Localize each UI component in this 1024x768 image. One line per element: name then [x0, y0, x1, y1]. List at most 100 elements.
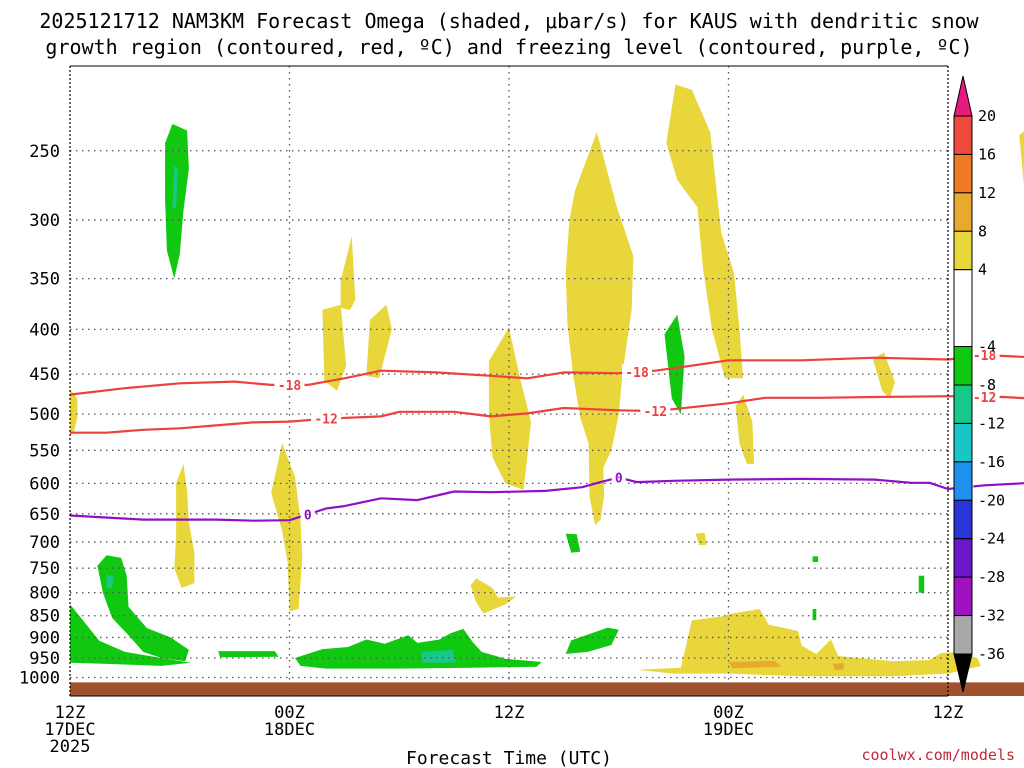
contour-label-1-1: -12: [644, 405, 667, 420]
y-tick-label-350: 350: [29, 270, 60, 290]
colorbar-label-6: -8: [978, 376, 996, 394]
y-tick-label-700: 700: [29, 533, 60, 553]
y-tick-label-400: 400: [29, 320, 60, 340]
colorbar-label-2: 12: [978, 184, 996, 202]
contour-label-bg-0-2: [969, 347, 1000, 364]
chart-title-line1: 2025121712 NAM3KM Forecast Omega (shaded…: [39, 9, 979, 33]
region-omega_down_gt_4_p: [637, 609, 981, 677]
x-tick-label-0-2: 17DEC: [44, 720, 95, 740]
colorbar-label-0: 20: [978, 107, 996, 125]
region-omega_up_lt_-4_h: [664, 314, 685, 415]
contour-line-1: [70, 395, 1024, 434]
y-tick-label-500: 500: [29, 405, 60, 425]
region-omega_down_gt_4_j: [666, 84, 744, 379]
contour-label-bg-0-1: [622, 363, 653, 380]
y-tick-label-250: 250: [29, 142, 60, 162]
colorbar-band-11: [953, 538, 973, 578]
y-tick-label-650: 650: [29, 505, 60, 525]
y-tick-label-550: 550: [29, 441, 60, 461]
region-omega_down_gt_4_h: [565, 132, 634, 474]
region-omega_down_gt_4_f: [366, 304, 392, 379]
region-omega_up_lt_-8_a: [172, 165, 178, 210]
plot-frame: [69, 65, 949, 697]
contour-label-2-0: 0: [304, 508, 312, 523]
region-omega_down_gt_4_l: [470, 578, 517, 614]
region-omega_up_lt_-4_d: [218, 651, 279, 658]
colorbar-band-3: [953, 192, 973, 232]
x-tick-label-1-2: 18DEC: [264, 720, 315, 740]
region-omega_down_gt_4_i: [587, 386, 605, 526]
region-omega_down_gt_8_q: [832, 663, 844, 670]
y-tick-label-950: 950: [29, 649, 60, 669]
y-tick-label-450: 450: [29, 365, 60, 385]
contour-layer: -18-18-18-12-12-12000: [69, 347, 1024, 523]
region-omega_down_gt_8_p: [728, 660, 782, 669]
region-omega_up_lt_-4_a: [165, 124, 189, 279]
contour-label-1-2: -12: [973, 391, 996, 406]
contour-label-bg-1-2: [969, 388, 1000, 405]
x-tick-label-1-1: 00Z: [274, 703, 305, 723]
colorbar-band-1: [953, 115, 973, 155]
colorbar-band-10: [953, 499, 973, 540]
contour-label-0-1: -18: [625, 366, 649, 381]
contour-label-2-1: 0: [615, 472, 623, 487]
colorbar-label-1: 16: [978, 145, 996, 163]
region-omega_up_lt_-4_i: [812, 556, 819, 562]
credit-text: coolwx.com/models: [861, 746, 1015, 764]
colorbar-band-13: [953, 615, 973, 655]
x-tick-label-4-1: 12Z: [933, 703, 964, 723]
y-axis: 2503003504004505005506006507007508008509…: [19, 142, 60, 689]
omega-shading-layer: [70, 84, 1024, 696]
region-omega_up_lt_-4_f: [565, 627, 619, 654]
colorbar-label-7: -12: [978, 414, 1005, 432]
colorbar-band-12: [953, 576, 973, 617]
contour-label-0-2: -18: [973, 349, 997, 364]
region-omega_down_gt_4_d: [322, 304, 347, 391]
colorbar-label-11: -28: [978, 568, 1005, 586]
contour-label-bg-1-1: [640, 403, 671, 420]
region-surface: [70, 682, 1024, 696]
region-omega_down_gt_4_o: [1019, 131, 1024, 186]
region-omega_down_gt_4_b: [174, 463, 195, 588]
colorbar-label-3: 8: [978, 222, 987, 240]
region-omega_up_lt_-4_e: [295, 628, 542, 669]
region-omega_up_lt_-4_k: [918, 575, 925, 593]
colorbar-band-5: [953, 269, 973, 348]
colorbar-band-4: [953, 230, 973, 271]
x-tick-label-3-2: 19DEC: [703, 720, 754, 740]
y-tick-label-800: 800: [29, 584, 60, 604]
y-tick-label-600: 600: [29, 474, 60, 494]
region-omega_up_lt_-8_b: [106, 575, 114, 588]
region-omega_down_gt_4_a: [70, 389, 78, 437]
region-omega_down_gt_4_e: [340, 236, 356, 310]
colorbar-cap-top: [953, 75, 973, 117]
colorbar-band-7: [953, 384, 973, 424]
colorbar-label-4: 4: [978, 261, 987, 279]
region-omega_down_gt_4_g: [488, 327, 531, 490]
colorbar-label-12: -32: [978, 607, 1005, 625]
contour-label-bg-0-0: [274, 376, 305, 393]
x-tick-label-2-1: 12Z: [494, 703, 525, 723]
contour-label-bg-1-0: [311, 410, 342, 427]
region-omega_up_lt_-4_c: [70, 604, 191, 666]
y-tick-label-300: 300: [29, 211, 60, 231]
contour-label-bg-2-1: [611, 469, 626, 486]
chart-title-line2: growth region (contoured, red, ºC) and f…: [45, 35, 972, 59]
y-tick-label-750: 750: [29, 559, 60, 579]
region-omega_down_gt_4_c: [271, 443, 303, 612]
region-omega_down_gt_4_m: [695, 532, 707, 546]
region-omega_up_lt_-8_e: [421, 649, 456, 663]
colorbar-label-5: -4: [978, 338, 996, 356]
colorbar-label-9: -20: [978, 491, 1005, 509]
x-axis-label: Forecast Time (UTC): [406, 748, 612, 768]
region-omega_up_lt_-4_j: [812, 609, 817, 621]
region-omega_up_lt_-4_g: [565, 533, 581, 553]
x-tick-label-0-1: 12Z: [55, 703, 86, 723]
region-omega_down_gt_4_n: [873, 352, 895, 399]
colorbar-band-2: [953, 153, 973, 194]
contour-label-0-0: -18: [278, 379, 302, 394]
colorbar-cap-bottom: [953, 653, 973, 693]
region-omega_up_lt_-4_b: [97, 555, 189, 662]
